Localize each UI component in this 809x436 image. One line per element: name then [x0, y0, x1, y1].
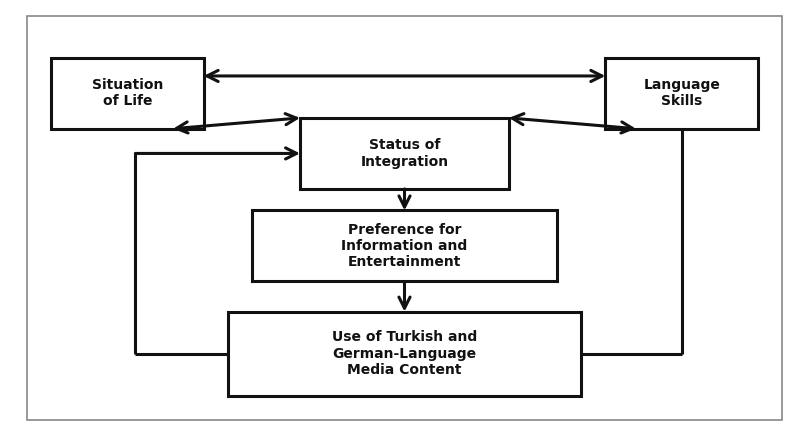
Text: Preference for
Information and
Entertainment: Preference for Information and Entertain… — [341, 223, 468, 269]
FancyArrowPatch shape — [512, 114, 633, 133]
FancyBboxPatch shape — [300, 118, 509, 189]
FancyBboxPatch shape — [27, 16, 782, 420]
Text: Status of
Integration: Status of Integration — [361, 138, 448, 169]
FancyBboxPatch shape — [252, 211, 557, 282]
Text: Language
Skills: Language Skills — [643, 78, 720, 108]
FancyBboxPatch shape — [51, 58, 204, 129]
Text: Use of Turkish and
German-Language
Media Content: Use of Turkish and German-Language Media… — [332, 330, 477, 377]
FancyArrowPatch shape — [176, 114, 297, 133]
FancyArrowPatch shape — [399, 189, 410, 207]
FancyBboxPatch shape — [228, 312, 581, 395]
FancyArrowPatch shape — [399, 282, 410, 308]
FancyArrowPatch shape — [207, 70, 602, 82]
Text: Situation
of Life: Situation of Life — [91, 78, 163, 108]
FancyBboxPatch shape — [605, 58, 758, 129]
FancyArrowPatch shape — [135, 148, 297, 159]
